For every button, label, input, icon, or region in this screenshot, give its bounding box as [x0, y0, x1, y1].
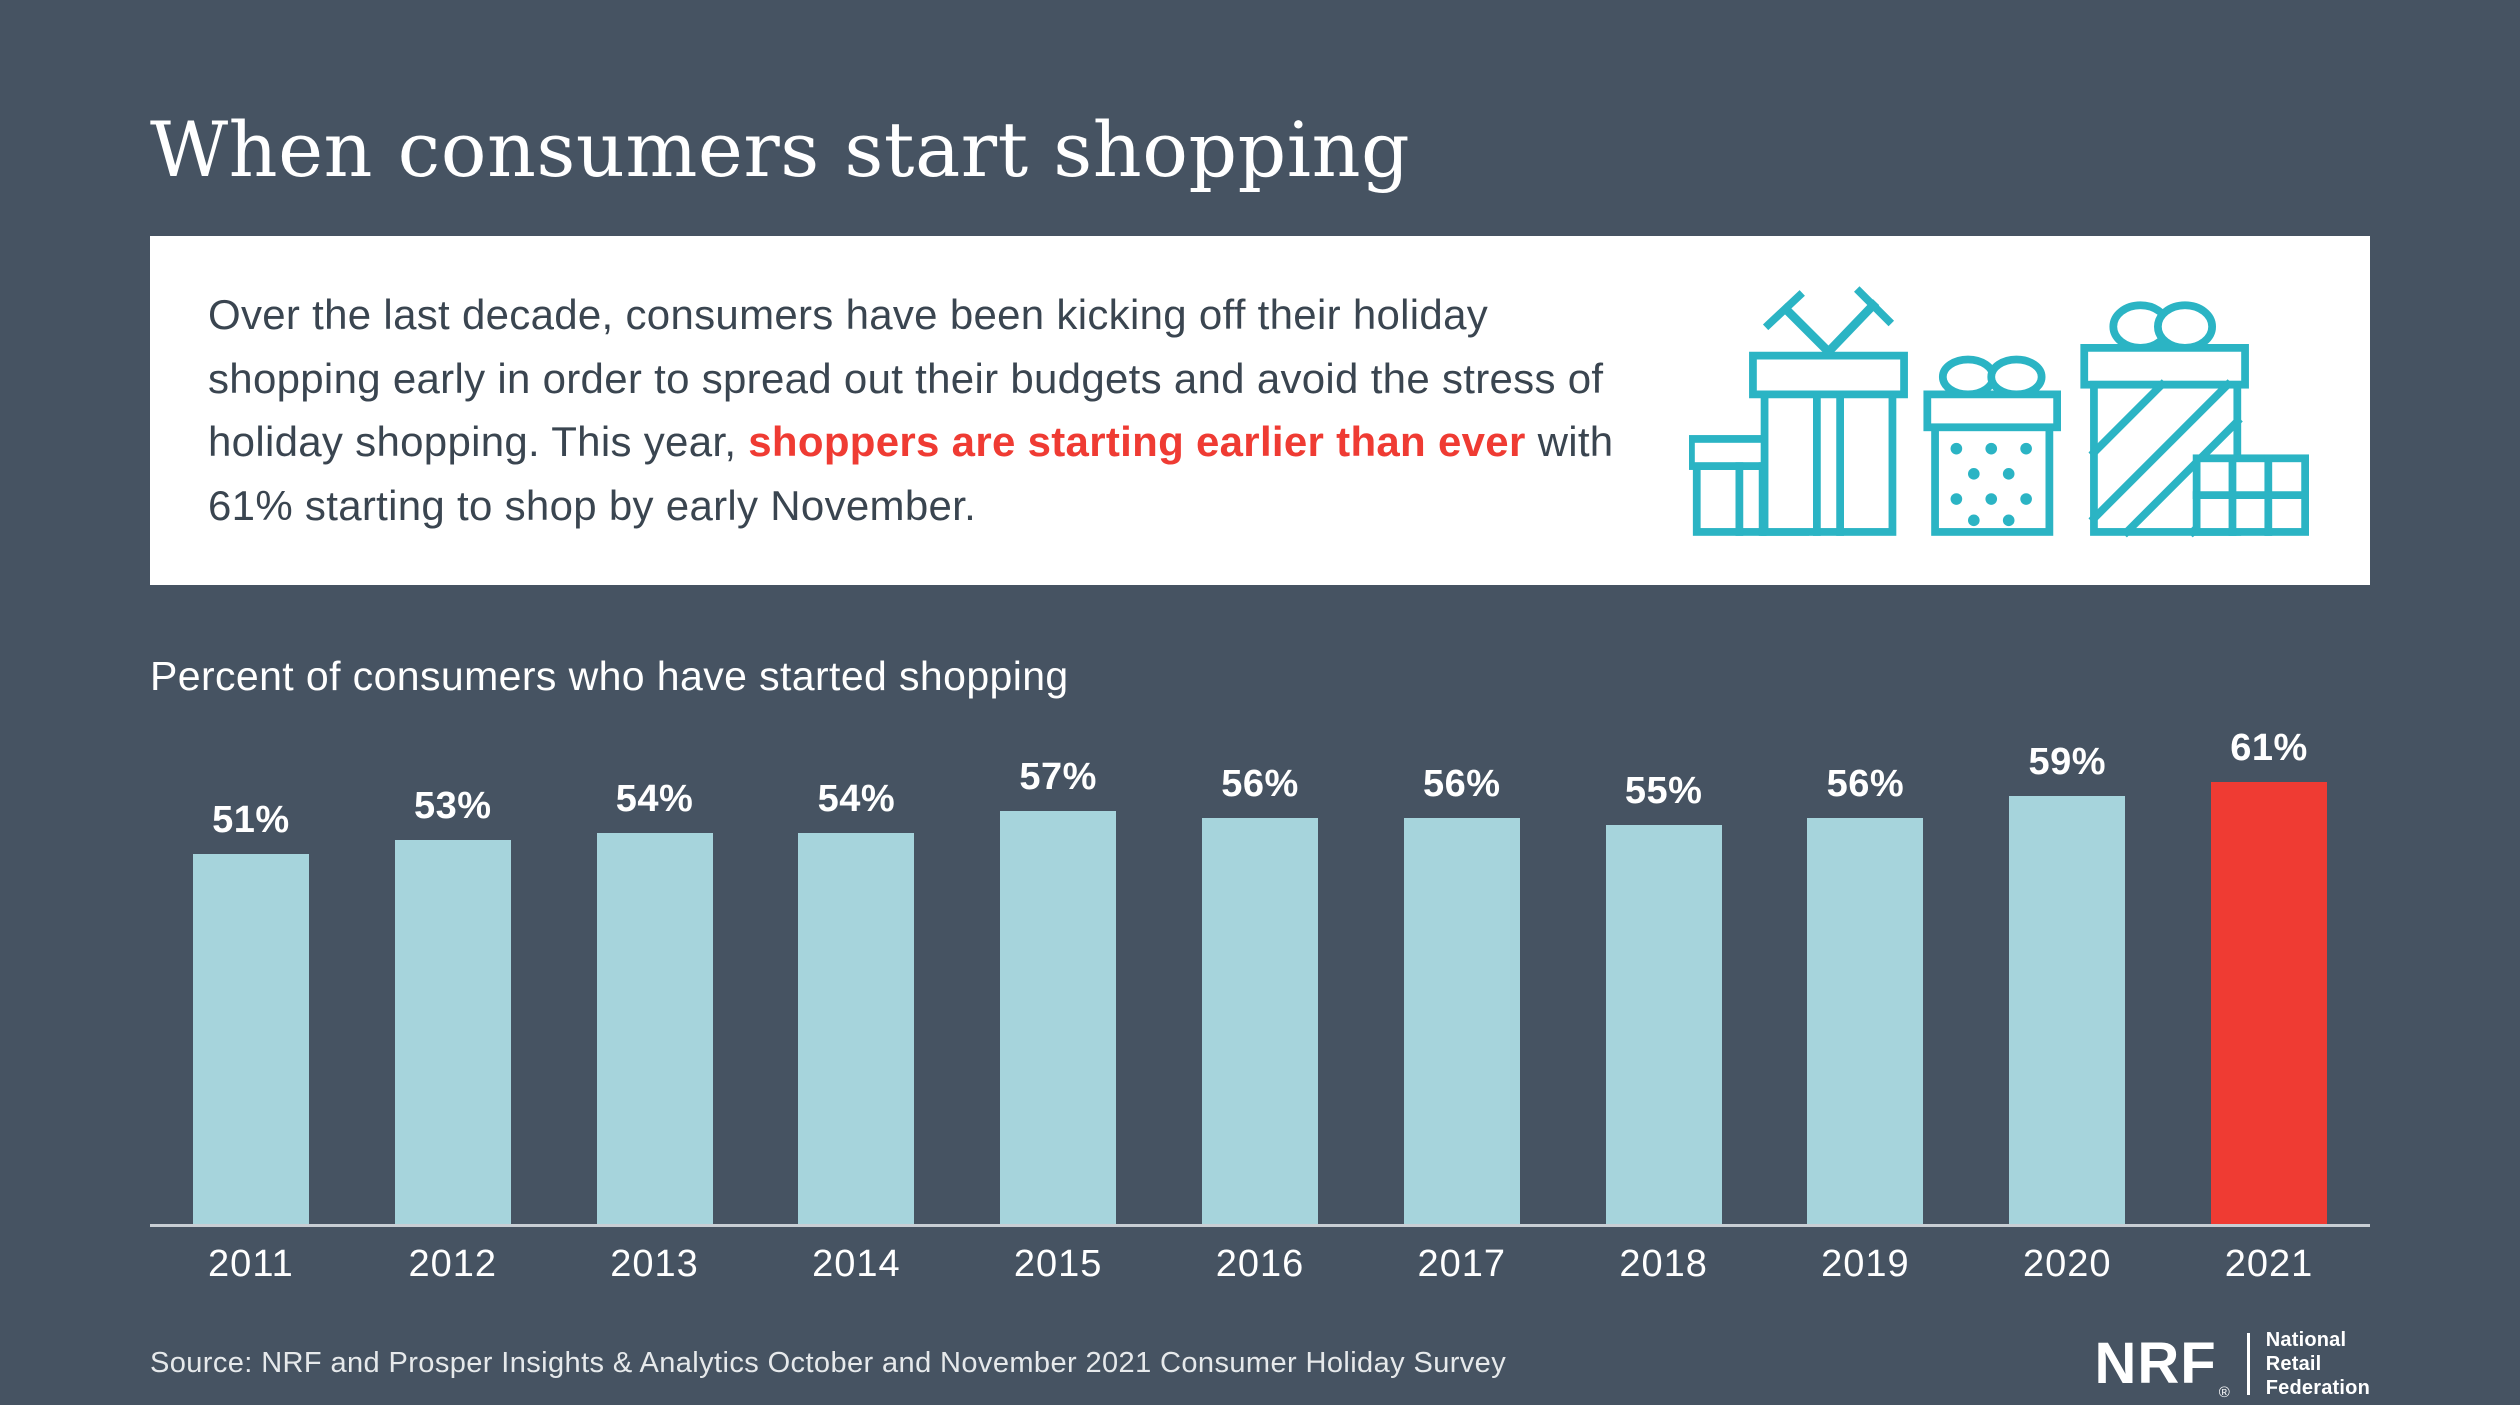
chart-subtitle: Percent of consumers who have started sh… [150, 652, 1069, 699]
intro-text-highlight: shoppers are starting earlier than ever [748, 418, 1526, 466]
x-axis-label-2020: 2020 [2022, 1242, 2112, 1285]
bar-column-2012: 53% [352, 785, 554, 1224]
bar-2013 [596, 832, 713, 1224]
logo-text: National Retail Federation [2266, 1328, 2370, 1400]
logo-line-3: Federation [2265, 1376, 2370, 1399]
bars-row: 51% 53% 54% 54% 57% 56% 56% 55% 56% 59% 61% [150, 722, 2370, 1227]
intro-card: Over the last decade, consumers have bee… [150, 236, 2370, 585]
x-axis-label-2017: 2017 [1417, 1242, 1507, 1285]
bar-value-label: 55% [1624, 769, 1703, 812]
bar-value-label: 61% [2230, 726, 2308, 769]
x-axis-label-2011: 2011 [208, 1242, 294, 1285]
x-axis-label-2013: 2013 [610, 1242, 699, 1285]
bar-value-label: 57% [1019, 755, 1097, 798]
bar-2012 [394, 839, 511, 1224]
intro-text-post: with 61% starting to shop by early Novem… [208, 418, 1614, 530]
bar-value-label: 56% [1423, 762, 1501, 805]
bar-2015 [1000, 810, 1117, 1224]
gift-grid-icon [2192, 454, 2309, 536]
bar-column-2018: 55% [1563, 770, 1765, 1224]
logo-divider [2246, 1332, 2250, 1395]
bar-column-2011: 51% [150, 799, 352, 1224]
nrf-logo: NRF ® National Retail Federation [2094, 1328, 2370, 1400]
x-axis-labels: 2011 2012 2013 2014 2015 2016 2017 2018 2019 2020… [150, 1243, 2370, 1286]
footer: Source: NRF and Prosper Insights & Analy… [150, 1328, 2370, 1400]
x-axis-label-2016: 2016 [1215, 1242, 1305, 1285]
gift-boxes-icon [1684, 282, 2314, 539]
registered-mark: ® [2218, 1383, 2231, 1401]
x-axis-label-2019: 2019 [1821, 1242, 1910, 1285]
x-axis-label-2014: 2014 [812, 1242, 901, 1285]
gift-tall-icon [1749, 286, 1908, 536]
bar-column-2019: 56% [1765, 763, 1967, 1224]
page-title: When consumers start shopping [150, 105, 1411, 194]
bar-column-2016: 56% [1159, 763, 1361, 1224]
logo-line-1: National [2265, 1328, 2347, 1351]
bar-2017 [1403, 817, 1520, 1224]
polka-dots [1950, 442, 2032, 527]
bar-column-2013: 54% [554, 778, 756, 1224]
bar-value-label: 56% [1221, 762, 1299, 805]
bar-value-label: 59% [2028, 740, 2106, 783]
x-axis-label-2015: 2015 [1013, 1242, 1103, 1285]
bar-2020 [2009, 795, 2126, 1224]
bar-column-2014: 54% [755, 778, 957, 1224]
bar-column-2015: 57% [957, 756, 1159, 1224]
bar-value-label: 53% [413, 784, 492, 827]
intro-text-pre: Over the last decade, consumers have bee… [208, 290, 1604, 466]
nrf-wordmark: NRF ® [2094, 1330, 2231, 1401]
bar-value-label: 54% [615, 777, 694, 820]
bar-2019 [1807, 817, 1924, 1224]
x-axis-label-2012: 2012 [408, 1242, 497, 1285]
intro-text: Over the last decade, consumers have bee… [208, 283, 1644, 538]
source-text: Source: NRF and Prosper Insights & Analy… [150, 1347, 1507, 1380]
bar-value-label: 56% [1826, 762, 1905, 805]
bar-2011 [192, 853, 309, 1224]
bar-2018 [1605, 824, 1722, 1224]
logo-line-2: Retail [2265, 1352, 2322, 1375]
gift-polka-icon [1923, 355, 2061, 536]
bar-column-2020: 59% [1966, 741, 2168, 1224]
x-axis-label-2021: 2021 [2224, 1242, 2314, 1285]
x-axis-label-2018: 2018 [1619, 1242, 1708, 1285]
bar-column-2017: 56% [1361, 763, 1563, 1224]
bar-value-label: 51% [212, 798, 290, 841]
bar-chart: 51% 53% 54% 54% 57% 56% 56% 55% 56% 59% 61% 2011 20… [150, 722, 2370, 1286]
bar-column-2021: 61% [2168, 727, 2370, 1224]
bar-2014 [798, 832, 915, 1224]
bar-2016 [1201, 817, 1318, 1224]
bar-value-label: 54% [817, 777, 896, 820]
bar-2021 [2211, 781, 2328, 1224]
